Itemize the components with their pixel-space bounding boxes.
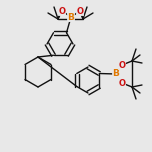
Text: B: B xyxy=(113,69,119,78)
Text: O: O xyxy=(119,78,126,88)
Text: O: O xyxy=(59,7,66,16)
Text: O: O xyxy=(76,7,83,16)
Text: O: O xyxy=(119,60,126,69)
Text: B: B xyxy=(67,12,74,21)
